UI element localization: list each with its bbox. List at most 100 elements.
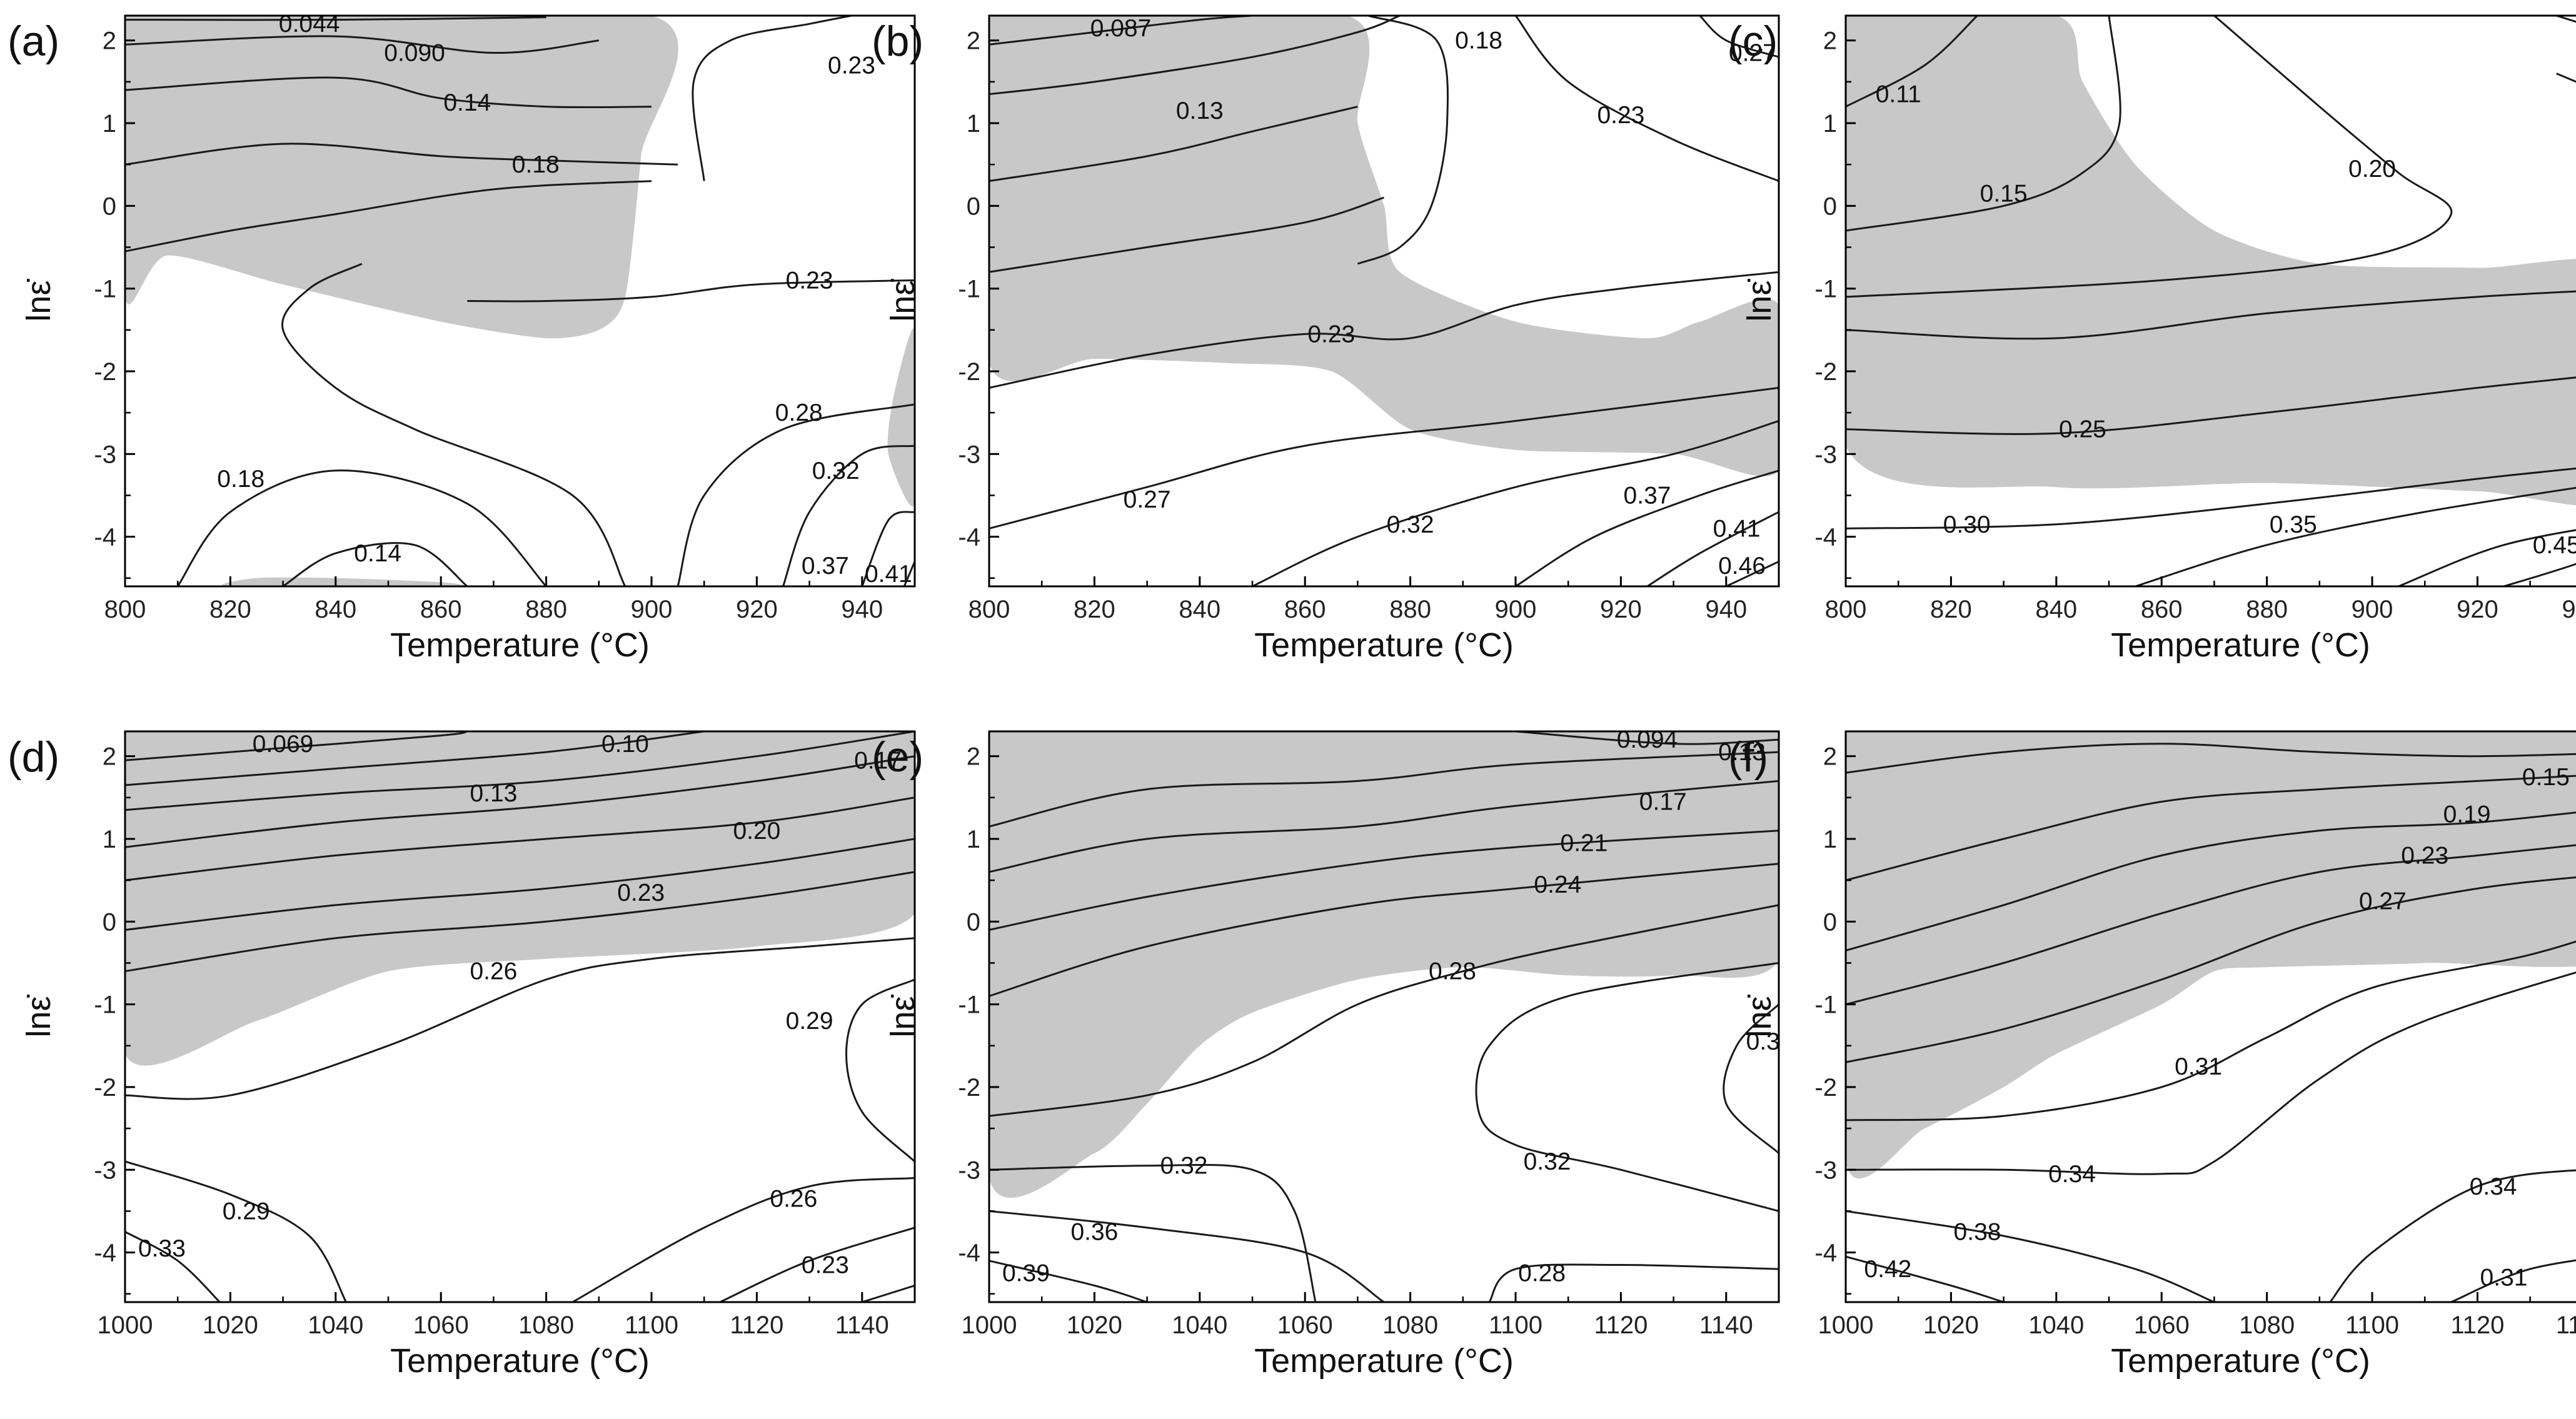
- contour-line: [125, 871, 915, 973]
- x-tick-label: 1000: [98, 1311, 153, 1339]
- x-tick-label: 860: [420, 596, 462, 623]
- x-tick-label: 1020: [1923, 1311, 1979, 1339]
- y-tick-label: -1: [1814, 991, 1837, 1019]
- x-tick-label: 900: [2352, 596, 2393, 623]
- y-tick-label: 0: [103, 193, 116, 220]
- contour-line: [1846, 844, 2576, 1006]
- contour-label: 0.23: [786, 267, 833, 294]
- x-tick-label: 800: [1825, 596, 1867, 623]
- contour-label: 0.29: [786, 1008, 833, 1035]
- panel-label: (a): [8, 18, 59, 65]
- panel-label: (c): [1728, 18, 1778, 65]
- plot-area: 0.087 0.13 0.18 0.23 0.27 0.23 0.27 0.32 0.37 0.4…: [989, 16, 1779, 586]
- x-tick-label: 1120: [730, 1311, 783, 1339]
- contour-line: [719, 1226, 915, 1302]
- y-tick-label: 2: [967, 743, 980, 771]
- axes-frame: [988, 14, 1780, 588]
- y-tick-label: -2: [958, 1074, 980, 1101]
- contour-line: [1846, 1255, 2005, 1302]
- x-tick-label: 840: [314, 596, 356, 623]
- x-tick-label: 880: [525, 596, 567, 623]
- x-tick-label: 1040: [2028, 1311, 2084, 1339]
- contour-line: [2329, 1169, 2576, 1302]
- contour-label: 0.094: [1617, 726, 1678, 753]
- contour-line: [1252, 419, 1779, 586]
- x-tick-label: 800: [969, 596, 1010, 623]
- y-tick-label: -3: [958, 441, 980, 468]
- contour-line: [989, 780, 1779, 873]
- contour-line: [1723, 1003, 1779, 1154]
- panel-e: 0.094 0.13 0.17 0.21 0.24 0.28 0.3 0.32 0.32 0.36…: [872, 726, 1780, 1380]
- contour-line: [989, 1163, 1317, 1302]
- x-tick-label: 840: [2035, 596, 2077, 623]
- x-tick-label: 840: [1179, 596, 1220, 623]
- contour-line: [125, 1160, 347, 1302]
- contour-label: 0.23: [828, 52, 875, 79]
- contour-line: [989, 1260, 1148, 1302]
- y-tick-label: 1: [103, 110, 116, 138]
- contour-line: [692, 16, 852, 181]
- contour-label: 0.18: [217, 466, 264, 493]
- contour-line: [2135, 486, 2576, 586]
- panel-f: 0.110.150.190.230.270.310.340.340.310.38…: [1728, 730, 2576, 1380]
- instability-region: [125, 731, 915, 1066]
- contour-label: 0.069: [253, 731, 314, 758]
- y-tick-label: 2: [103, 743, 116, 771]
- y-tick-label: -1: [958, 991, 980, 1019]
- contour-label: 0.044: [279, 11, 340, 38]
- contour-line: [2450, 1259, 2576, 1302]
- contour-line: [1846, 876, 2576, 1063]
- x-tick-label: 1040: [1172, 1311, 1227, 1339]
- contour-line: [989, 1210, 1385, 1302]
- y-tick-label: 1: [103, 826, 116, 853]
- x-tick-label: 1100: [1489, 1311, 1542, 1339]
- contour-line: [1846, 940, 2576, 1121]
- contour-label: 0.15: [1980, 180, 2028, 207]
- contour-line: [1846, 467, 2576, 529]
- y-tick-label: -4: [1814, 524, 1837, 551]
- contour-line: [845, 978, 915, 1163]
- contour-line: [125, 796, 915, 881]
- contour-label: 0.45: [2533, 532, 2576, 559]
- contour-line: [125, 76, 652, 109]
- axes-frame: [124, 730, 916, 1303]
- y-tick-label: -4: [958, 524, 980, 551]
- contour-line: [1846, 811, 2576, 952]
- y-tick-label: -2: [94, 1074, 116, 1101]
- x-tick-label: 820: [1074, 596, 1115, 623]
- x-tick-label: 940: [841, 596, 883, 623]
- x-tick-label: 820: [209, 596, 251, 623]
- axes-frame: [988, 730, 1780, 1303]
- x-tick-label: 1000: [1818, 1311, 1874, 1339]
- contour-label: 0.090: [384, 40, 445, 67]
- contour-label: 0.33: [138, 1235, 186, 1262]
- y-tick-label: -3: [958, 1156, 980, 1184]
- contour-label: 0.41: [1713, 515, 1761, 542]
- contour-label: 0.29: [223, 1198, 270, 1225]
- x-tick-label: 920: [1600, 596, 1642, 623]
- x-tick-label: 820: [1930, 596, 1972, 623]
- y-tick-label: -2: [1814, 358, 1837, 386]
- contour-label: 0.3: [1746, 1028, 1780, 1055]
- contour-label: 0.21: [1561, 830, 1608, 857]
- contour-line: [1846, 775, 2576, 881]
- y-tick-label: -1: [94, 991, 116, 1019]
- y-tick-label: 1: [967, 110, 980, 138]
- contour-line: [861, 511, 915, 586]
- contour-label: 0.13: [1718, 739, 1766, 766]
- y-tick-label: -4: [94, 1240, 116, 1267]
- contour-label: 0.23: [1597, 102, 1644, 129]
- x-tick-label: 1040: [308, 1311, 363, 1339]
- contour-line: [125, 16, 546, 21]
- contour-line: [1846, 16, 2121, 232]
- contour-label: 0.39: [1002, 1260, 1050, 1287]
- contour-label: 0.13: [470, 780, 517, 807]
- contour-line: [989, 271, 1779, 389]
- contour-line: [989, 386, 1779, 529]
- contour-line: [989, 16, 1253, 46]
- x-tick-label: 800: [104, 596, 146, 623]
- y-tick-label: -2: [1814, 1074, 1837, 1101]
- x-tick-label: 1140: [2556, 1311, 2576, 1339]
- contour-line: [1726, 560, 1779, 586]
- x-tick-label: 1060: [413, 1311, 469, 1339]
